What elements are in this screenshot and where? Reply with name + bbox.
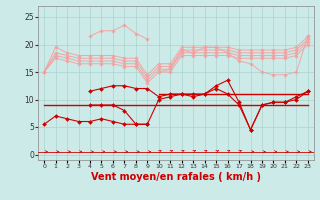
X-axis label: Vent moyen/en rafales ( km/h ): Vent moyen/en rafales ( km/h )	[91, 172, 261, 182]
